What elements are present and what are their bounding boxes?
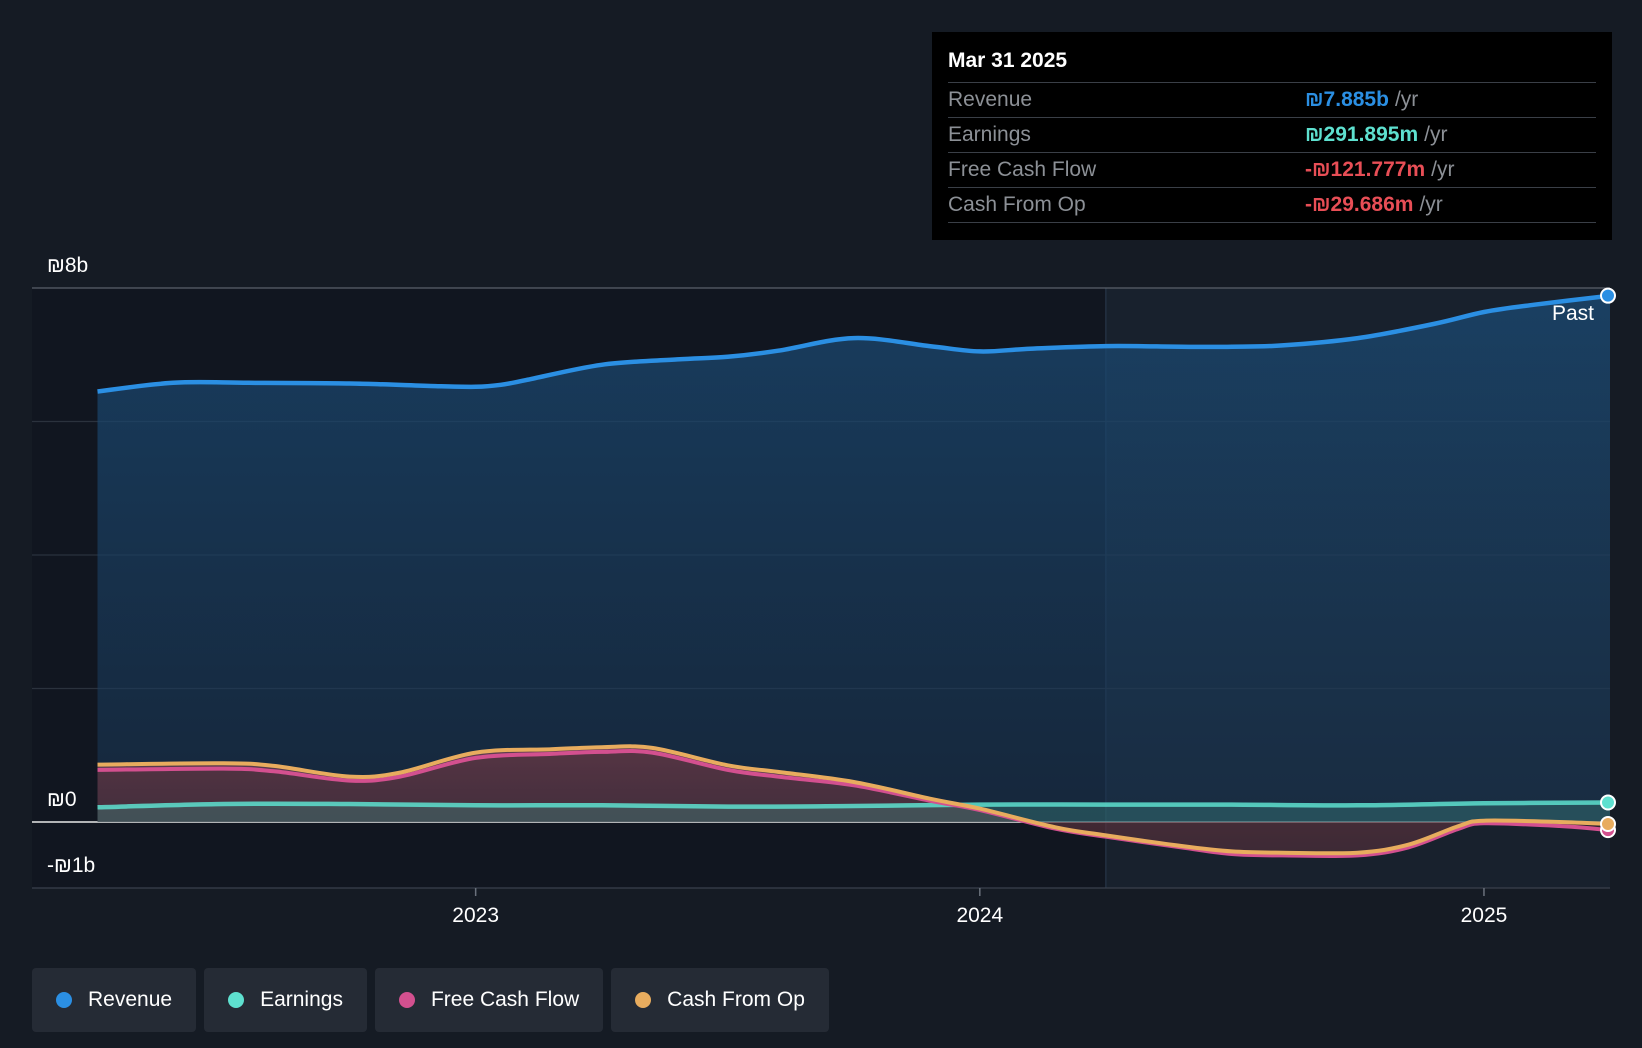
x-tick-label: 2025 — [1461, 904, 1508, 927]
legend-dot-icon — [635, 992, 652, 1008]
revenue-line — [97, 293, 1610, 394]
cash-from-op-end-dot — [1600, 816, 1616, 833]
tooltip-label: Revenue — [948, 88, 1033, 111]
cash-from-op-line — [97, 744, 1610, 856]
legend-dot-icon — [228, 992, 245, 1008]
legend-label: Free Cash Flow — [430, 988, 580, 1011]
tooltip-row-earnings: Earnings ₪291.895m/yr — [948, 118, 1596, 153]
y-tick-label: -₪1b — [47, 854, 95, 877]
legend-label: Earnings — [260, 988, 343, 1011]
tooltip-unit: /yr — [1424, 123, 1448, 146]
free-cash-flow-line — [97, 749, 1610, 859]
past-label: Past — [1552, 302, 1594, 325]
legend-dot-icon — [398, 992, 415, 1008]
tooltip-unit: /yr — [1394, 88, 1419, 111]
tooltip-value: -₪121.777m — [1305, 158, 1426, 181]
tooltip-value: ₪7.885b — [1305, 88, 1389, 111]
y-tick-label: ₪0 — [47, 788, 77, 811]
legend-label: Cash From Op — [667, 988, 805, 1011]
legend-item-cash-from-op[interactable]: Cash From Op — [611, 968, 829, 1032]
tooltip-row-cash-from-op: Cash From Op -₪29.686m/yr — [948, 188, 1596, 223]
tooltip-value: -₪29.686m — [1305, 193, 1414, 216]
free-cash-flow-area — [97, 750, 1610, 857]
tooltip-date: Mar 31 2025 — [948, 46, 1596, 83]
tooltip-value: ₪291.895m — [1305, 123, 1419, 146]
revenue-area — [97, 295, 1610, 822]
legend-dot-icon — [56, 992, 72, 1008]
x-tick-label: 2024 — [956, 904, 1003, 927]
cash-from-op-area — [97, 746, 1610, 854]
tooltip-panel: Mar 31 2025 Revenue ₪7.885b/yr Earnings … — [932, 32, 1612, 240]
earnings-line — [97, 800, 1610, 810]
tooltip-unit: /yr — [1419, 193, 1443, 216]
legend-label: Revenue — [88, 988, 173, 1011]
earnings-end-dot — [1600, 794, 1616, 811]
tooltip-unit: /yr — [1431, 158, 1455, 181]
x-tick-label: 2023 — [452, 904, 499, 927]
legend-item-free-cash-flow[interactable]: Free Cash Flow — [374, 968, 604, 1032]
tooltip-row-free-cash-flow: Free Cash Flow -₪121.777m/yr — [948, 153, 1596, 188]
tooltip-label: Free Cash Flow — [948, 158, 1097, 181]
tooltip-label: Cash From Op — [948, 193, 1086, 216]
legend-item-earnings[interactable]: Earnings — [204, 968, 367, 1032]
legend-item-revenue[interactable]: Revenue — [32, 968, 197, 1032]
legend: Revenue Earnings Free Cash Flow Cash Fro… — [32, 968, 837, 1032]
y-tick-label: ₪8b — [47, 254, 88, 277]
tooltip-label: Earnings — [948, 123, 1031, 146]
revenue-end-dot — [1600, 287, 1616, 304]
tooltip-row-revenue: Revenue ₪7.885b/yr — [948, 83, 1596, 118]
